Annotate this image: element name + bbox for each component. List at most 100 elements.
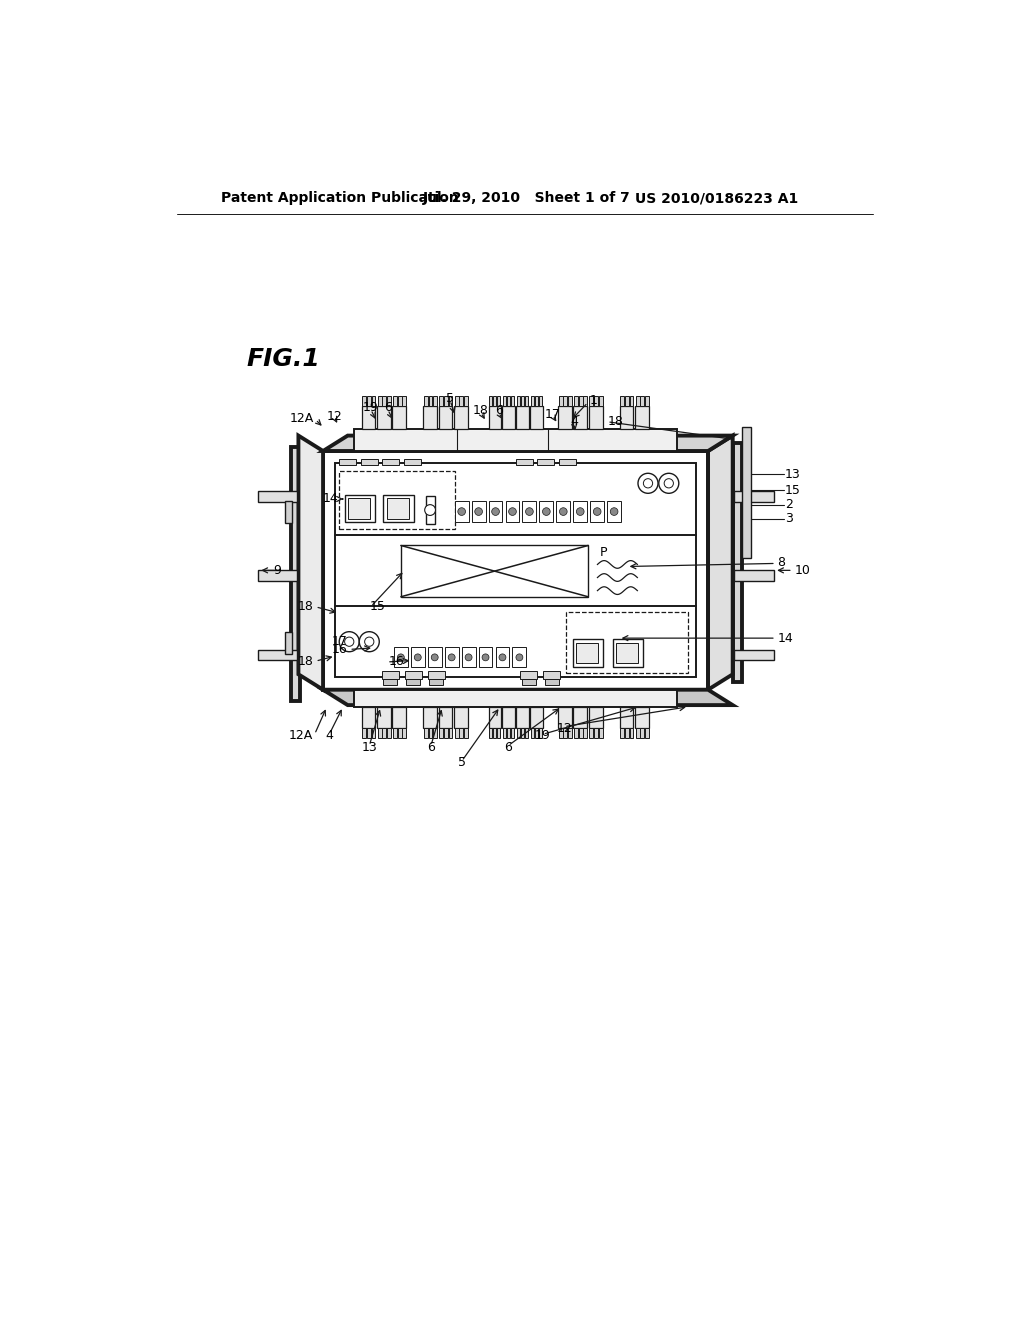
Text: 14: 14 — [323, 492, 339, 506]
Bar — [345, 495, 376, 523]
Bar — [285, 632, 292, 653]
Circle shape — [345, 638, 354, 647]
Bar — [382, 671, 398, 678]
Bar — [621, 396, 625, 407]
Circle shape — [492, 508, 500, 515]
Text: 15: 15 — [370, 599, 385, 612]
Text: 3: 3 — [785, 512, 793, 525]
Bar — [455, 500, 469, 523]
Bar — [383, 495, 414, 523]
Circle shape — [449, 653, 455, 661]
Text: 18: 18 — [298, 656, 313, 668]
Bar — [517, 729, 520, 738]
Bar — [336, 463, 695, 677]
Text: 10: 10 — [795, 564, 810, 577]
Bar — [360, 459, 378, 465]
Bar — [568, 396, 571, 407]
Bar — [573, 500, 587, 523]
Bar — [258, 649, 297, 660]
Bar — [599, 396, 602, 407]
Bar — [488, 706, 501, 729]
Bar — [393, 396, 397, 407]
Bar — [439, 729, 443, 738]
Bar — [590, 500, 604, 523]
Bar — [559, 396, 562, 407]
Bar — [348, 499, 370, 519]
Bar — [579, 396, 583, 407]
Bar — [362, 396, 367, 407]
Bar — [516, 706, 528, 729]
Bar — [621, 729, 625, 738]
Bar — [594, 396, 598, 407]
Polygon shape — [323, 689, 733, 705]
Bar — [424, 729, 428, 738]
Bar — [616, 643, 638, 663]
Text: 6: 6 — [384, 401, 391, 414]
Bar — [540, 500, 553, 523]
Bar — [515, 459, 532, 465]
Bar — [612, 639, 643, 667]
Circle shape — [482, 653, 489, 661]
Bar — [503, 396, 506, 407]
Bar — [444, 647, 459, 667]
Bar — [397, 396, 401, 407]
Bar — [496, 647, 509, 667]
Bar — [521, 729, 524, 738]
Circle shape — [593, 508, 601, 515]
Circle shape — [339, 632, 359, 652]
Bar — [625, 729, 629, 738]
Bar — [544, 671, 560, 678]
Text: 5: 5 — [458, 756, 466, 770]
Text: FIG.1: FIG.1 — [246, 347, 319, 371]
Bar — [503, 729, 506, 738]
Bar — [426, 496, 435, 524]
Bar — [382, 459, 399, 465]
Bar — [411, 647, 425, 667]
Bar — [472, 500, 485, 523]
Text: 13: 13 — [785, 467, 801, 480]
Bar — [488, 500, 503, 523]
Bar — [378, 396, 382, 407]
Bar — [407, 678, 420, 685]
Bar — [574, 396, 578, 407]
Circle shape — [577, 508, 584, 515]
Circle shape — [559, 508, 567, 515]
Circle shape — [509, 508, 516, 515]
Bar — [558, 706, 571, 729]
Bar — [563, 729, 567, 738]
Bar — [497, 729, 500, 738]
Bar — [367, 729, 371, 738]
Bar — [530, 407, 543, 429]
Text: 6: 6 — [504, 741, 512, 754]
Bar — [636, 396, 640, 407]
Bar — [607, 500, 621, 523]
Bar — [372, 396, 376, 407]
Bar — [444, 396, 447, 407]
Bar — [454, 407, 468, 429]
Bar — [734, 649, 774, 660]
Bar — [449, 729, 453, 738]
Bar — [387, 499, 409, 519]
Bar — [462, 647, 475, 667]
Bar — [531, 729, 535, 738]
Text: 2: 2 — [785, 498, 793, 511]
Bar — [428, 671, 444, 678]
Bar — [429, 678, 443, 685]
Bar — [503, 706, 515, 729]
Bar — [521, 678, 536, 685]
Bar — [573, 407, 587, 429]
Text: 9: 9 — [273, 564, 282, 577]
Text: Patent Application Publication: Patent Application Publication — [220, 191, 459, 206]
Bar — [503, 407, 515, 429]
Bar — [402, 396, 407, 407]
Bar — [524, 729, 528, 738]
Bar — [455, 729, 459, 738]
Bar — [511, 396, 514, 407]
Bar — [506, 500, 519, 523]
Bar — [577, 643, 598, 663]
Text: 19: 19 — [535, 730, 550, 742]
Bar — [645, 729, 649, 738]
Bar — [460, 396, 463, 407]
Bar — [402, 729, 407, 738]
Text: 8: 8 — [777, 556, 785, 569]
